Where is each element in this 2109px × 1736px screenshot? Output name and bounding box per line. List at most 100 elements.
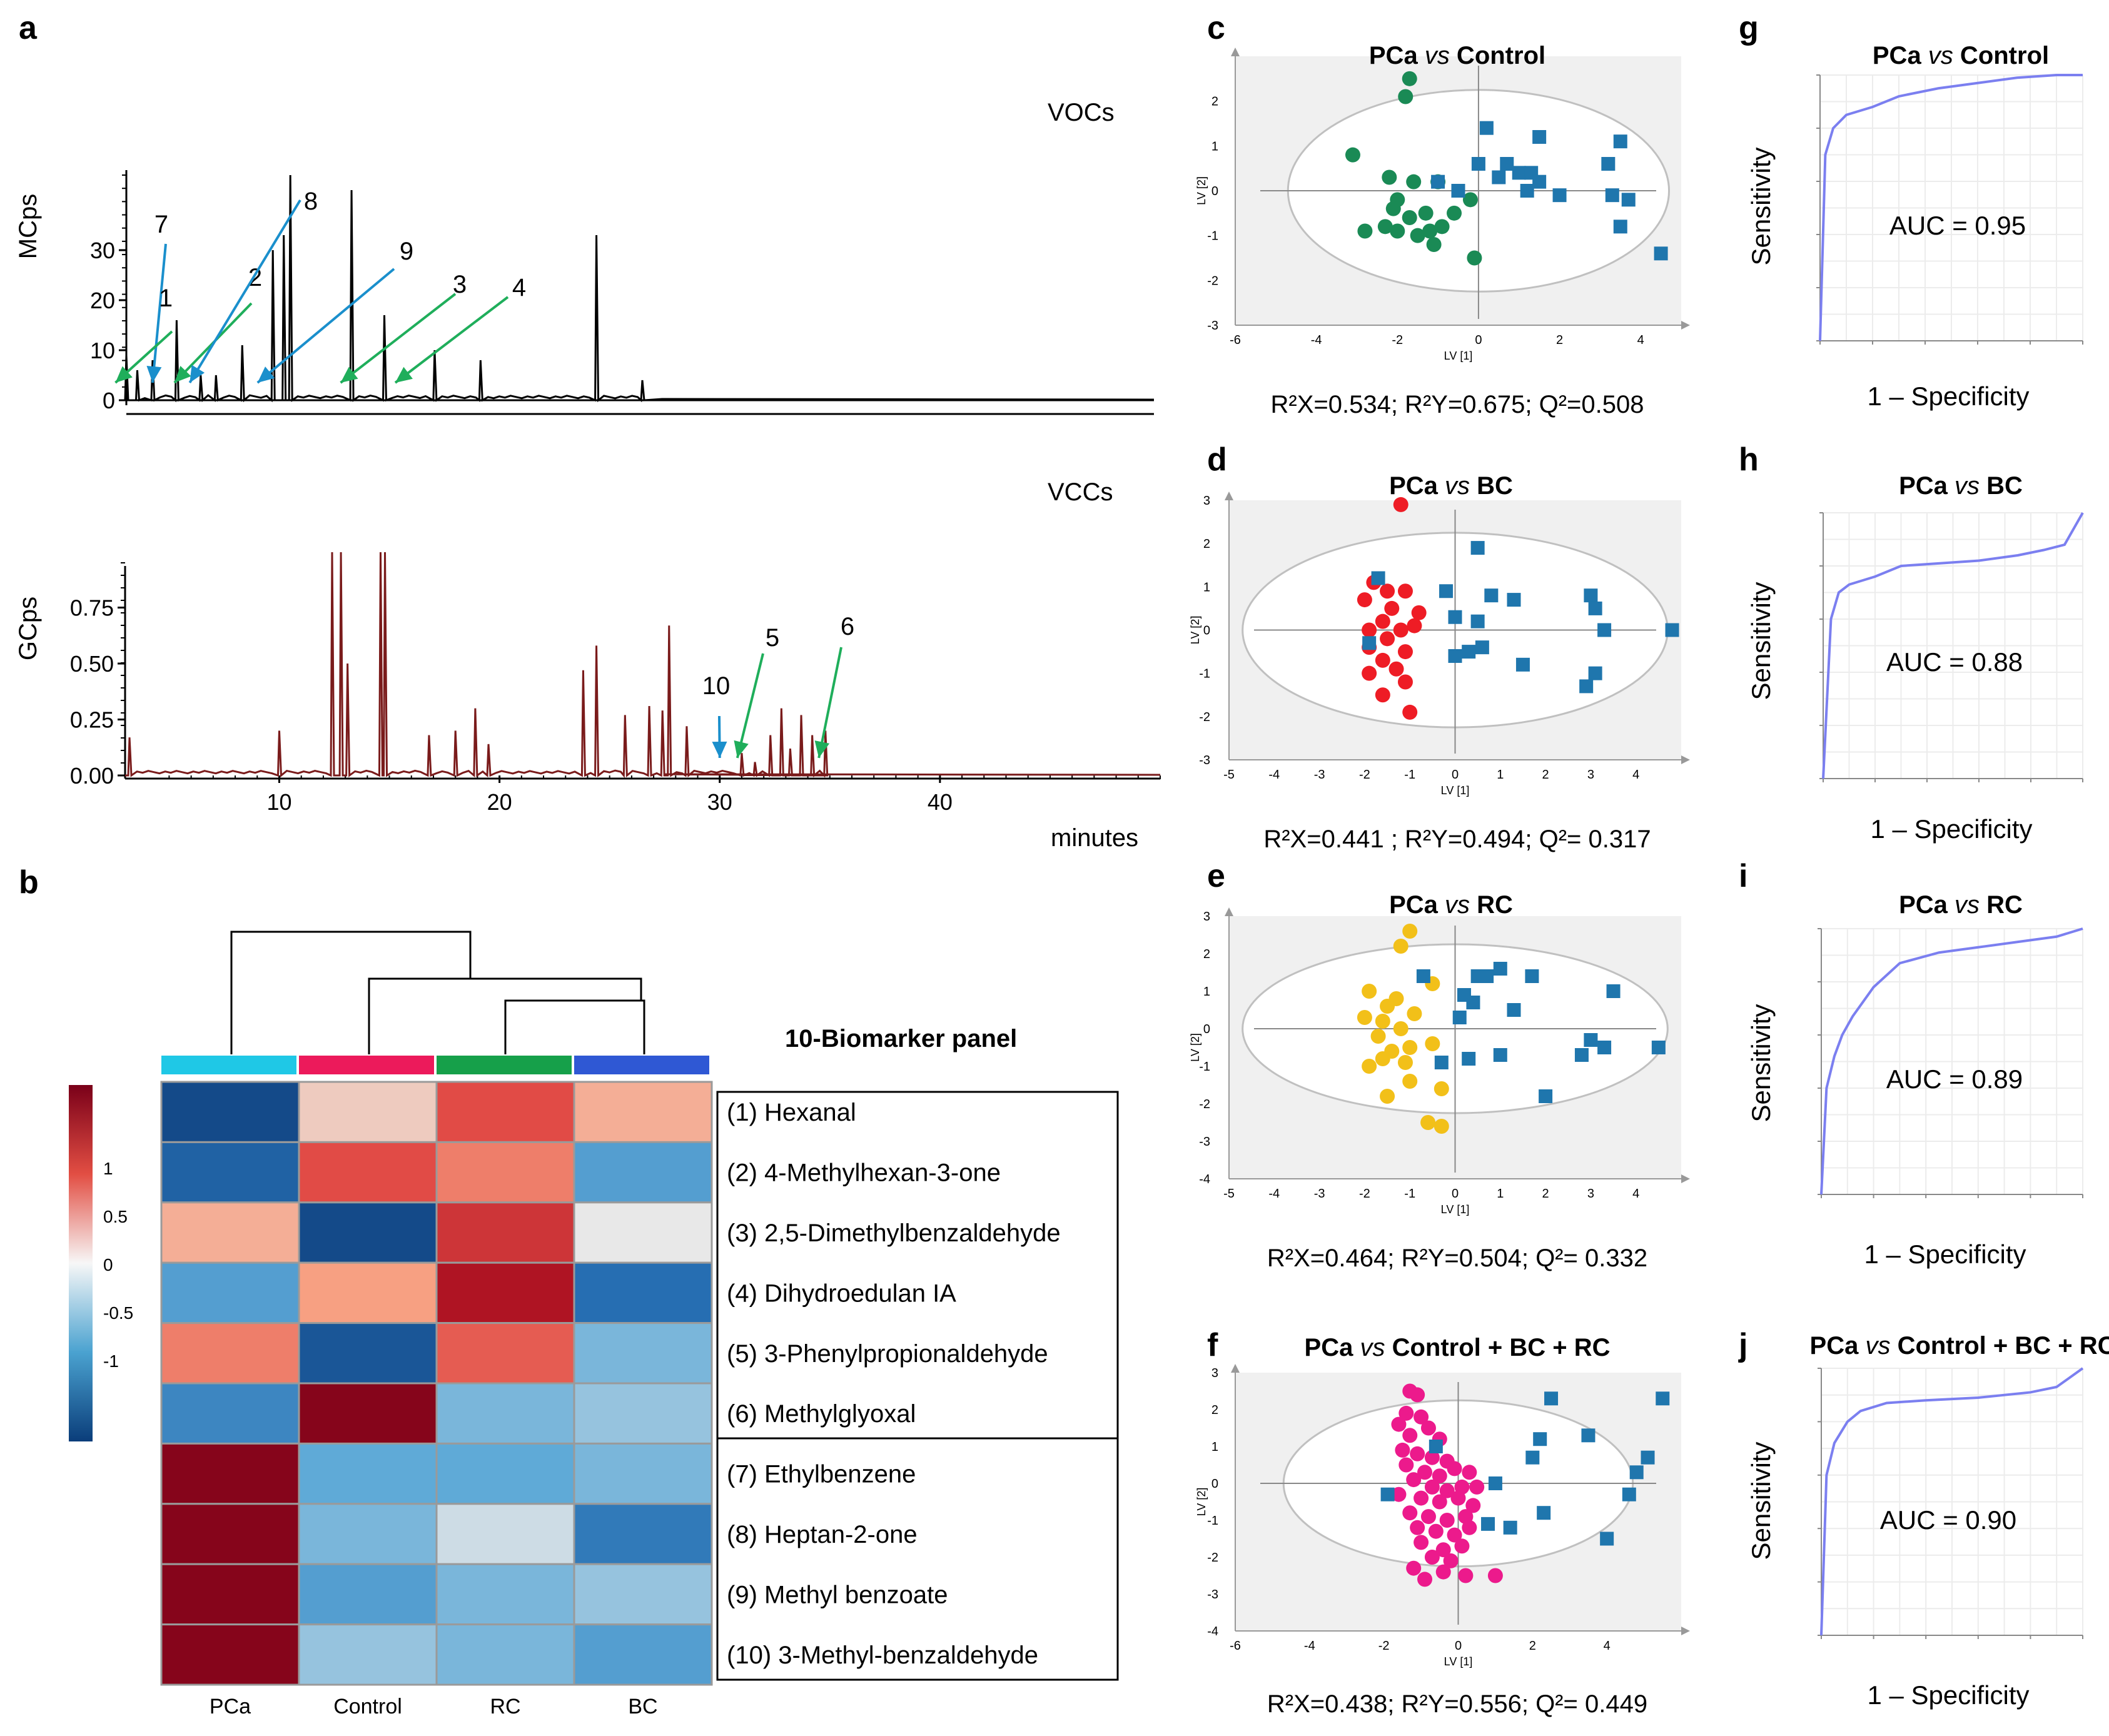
scatter-point-pca bbox=[1520, 184, 1534, 198]
scatter-point-control bbox=[1382, 169, 1397, 185]
heatmap-row-label: (1) Hexanal bbox=[727, 1099, 856, 1126]
panel-letter-f: f bbox=[1207, 1327, 1218, 1363]
scatter-point-control-bc-rc bbox=[1420, 1509, 1436, 1525]
scatter-point-control-bc-rc bbox=[1439, 1483, 1455, 1498]
scatter-point-control bbox=[1422, 223, 1438, 239]
vocs-arrow-4 bbox=[394, 296, 509, 384]
scatter-point-pca bbox=[1613, 220, 1627, 234]
scatter-point-control bbox=[1357, 223, 1373, 239]
chart-title-title-b: BC bbox=[1470, 472, 1513, 500]
chart-title-title-vs: vs bbox=[1955, 472, 1980, 500]
scatter-point-pca bbox=[1605, 188, 1619, 203]
scatter-point-pca bbox=[1606, 984, 1621, 998]
scatter-point-bc bbox=[1357, 592, 1372, 608]
heatmap-cell bbox=[160, 1563, 300, 1626]
heatmap-cell bbox=[298, 1442, 438, 1505]
chromatogram-vccs-xlabel: minutes bbox=[1051, 824, 1138, 852]
scatter-point-pca bbox=[1588, 601, 1602, 615]
scatter-point-bc bbox=[1397, 644, 1413, 660]
scatter-point-control-bc-rc bbox=[1439, 1513, 1455, 1528]
scatter-point-bc bbox=[1362, 665, 1377, 681]
heatmap-cell bbox=[298, 1382, 438, 1445]
heatmap-cell bbox=[435, 1442, 575, 1505]
y-tick-label: -2 bbox=[1207, 274, 1218, 288]
auc-label: AUC = 0.89 bbox=[1886, 1064, 2023, 1094]
x-tick-label: 4 bbox=[1632, 1187, 1639, 1201]
y-tick-label: 2 bbox=[1203, 947, 1210, 961]
scatter-point-pca bbox=[1470, 541, 1485, 555]
scatter-point-rc bbox=[1380, 1089, 1395, 1104]
x-tick-label: -4 bbox=[1311, 333, 1322, 347]
y-tick-label: 2 bbox=[1211, 95, 1218, 109]
scatter-point-control-bc-rc bbox=[1414, 1490, 1429, 1506]
scatter-point-control-bc-rc bbox=[1435, 1564, 1451, 1580]
y-tick-label: 1 bbox=[1211, 1440, 1218, 1454]
heatmap-legend-ticks: 1 0.5 0 -0.5 -1 bbox=[103, 1159, 133, 1371]
scatter-point-control bbox=[1406, 174, 1422, 189]
scatter-point-pca bbox=[1507, 593, 1521, 607]
heatmap-cells bbox=[160, 1081, 713, 1686]
x-axis-label: LV [1] bbox=[1444, 350, 1473, 362]
roc-curve bbox=[1820, 1367, 2084, 1636]
x-axis-label: 1 – Specificity bbox=[1867, 1680, 2029, 1710]
y-tick-label: -2 bbox=[1199, 1098, 1210, 1111]
vocs-arrowhead-4 bbox=[395, 366, 413, 383]
scatter-point-bc bbox=[1375, 613, 1390, 629]
heatmap-row-label: (7) Ethylbenzene bbox=[727, 1461, 916, 1488]
vccs-ytick-label-2: 0.50 bbox=[70, 651, 114, 677]
y-tick-label: 0 bbox=[1203, 1022, 1210, 1036]
heatmap-cell bbox=[298, 1503, 438, 1565]
heatmap-cell bbox=[160, 1503, 300, 1565]
chart-title-title-b: Control bbox=[1953, 42, 2049, 69]
scatter-point-pca bbox=[1362, 636, 1377, 650]
scatter-point-control-bc-rc bbox=[1398, 1405, 1414, 1421]
scatter-point-pca bbox=[1525, 1450, 1540, 1465]
y-axis-arrow bbox=[1225, 907, 1233, 916]
scatter-point-pca bbox=[1552, 188, 1567, 203]
heatmap-row-labels: (1) Hexanal (2) 4-Methylhexan-3-one (3) 2,… bbox=[727, 1099, 1061, 1669]
chart-title: PCa vs Control + BC + RC bbox=[1305, 1334, 1611, 1361]
scatter-point-pca bbox=[1475, 640, 1489, 655]
vccs-arrow-label-10: 10 bbox=[702, 672, 731, 700]
vocs-arrow-label-1: 1 bbox=[159, 285, 173, 312]
x-tick-label: -6 bbox=[1230, 1639, 1241, 1653]
heatmap-cell bbox=[435, 1141, 575, 1204]
x-tick-label: 4 bbox=[1632, 768, 1639, 782]
heatmap-legend-tick: -0.5 bbox=[103, 1303, 133, 1323]
vocs-ytick-label-2: 20 bbox=[90, 288, 115, 313]
x-axis-arrow bbox=[1681, 755, 1690, 764]
scatter-point-control-bc-rc bbox=[1417, 1465, 1433, 1480]
x-tick-label: 0 bbox=[1475, 333, 1482, 347]
model-stats: R²X=0.464; R²Y=0.504; Q²= 0.332 bbox=[1267, 1244, 1647, 1272]
y-tick-label: 3 bbox=[1211, 1366, 1218, 1380]
roc-curve bbox=[1822, 512, 2084, 779]
roc-panel-j: j PCa vs Control + BC + RC AUC = 0.90 1 – S… bbox=[1738, 1327, 2109, 1710]
chart-title-title-a: PCa bbox=[1899, 891, 1955, 919]
model-stats: R²X=0.438; R²Y=0.556; Q²= 0.449 bbox=[1267, 1690, 1647, 1718]
scatter-point-pca bbox=[1481, 1516, 1495, 1531]
heatmap-cell bbox=[573, 1261, 713, 1325]
x-tick-label: 2 bbox=[1556, 333, 1563, 347]
x-tick-label: -6 bbox=[1230, 333, 1241, 347]
y-tick-label: -4 bbox=[1199, 1173, 1210, 1186]
model-stats: R²X=0.534; R²Y=0.675; Q²=0.508 bbox=[1270, 391, 1644, 418]
scatter-point-control-bc-rc bbox=[1428, 1523, 1444, 1539]
chromatogram-vccs-ylabel: GCps bbox=[14, 597, 42, 660]
heatmap-cell bbox=[160, 1081, 300, 1143]
scatter-point-pca bbox=[1503, 1520, 1517, 1535]
chart-title-title-vs: vs bbox=[1360, 1334, 1385, 1361]
chart-title-title-vs: vs bbox=[1425, 42, 1450, 69]
scatter-point-pca bbox=[1479, 121, 1494, 135]
scatter-point-pca bbox=[1515, 657, 1530, 672]
vocs-arrowhead-1 bbox=[115, 366, 133, 383]
panel-letter-g: g bbox=[1739, 10, 1759, 46]
vocs-arrowhead-7 bbox=[146, 365, 162, 383]
scatter-point-rc bbox=[1434, 1119, 1449, 1134]
heatmap-cell bbox=[435, 1623, 575, 1686]
scatter-point-rc bbox=[1375, 1014, 1390, 1029]
scatter-point-control bbox=[1410, 228, 1425, 243]
x-tick-label: -3 bbox=[1314, 768, 1325, 782]
x-tick-label: 0 bbox=[1455, 1639, 1462, 1653]
y-tick-label: -3 bbox=[1207, 1588, 1218, 1602]
